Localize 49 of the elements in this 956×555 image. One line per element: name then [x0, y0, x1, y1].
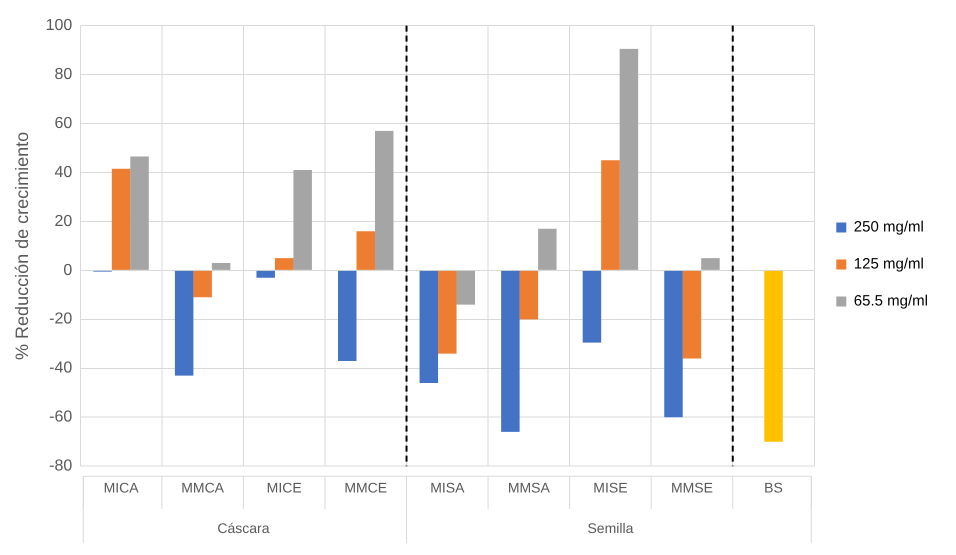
bar	[174, 270, 194, 376]
legend-label: 65.5 mg/ml	[854, 292, 928, 310]
bar	[193, 270, 212, 298]
bar	[293, 170, 312, 270]
y-tick-label: 80	[54, 66, 72, 83]
y-tick-label: 40	[54, 164, 72, 181]
bar	[520, 270, 538, 320]
x-tick-label: MMSE	[670, 479, 713, 496]
bar	[256, 270, 275, 278]
y-axis-title: % Reducción de crecimiento	[12, 132, 32, 360]
bar	[420, 270, 438, 383]
x-tick-label: MMCE	[344, 479, 388, 496]
bar	[682, 270, 702, 358]
bar	[620, 48, 638, 270]
x-tick-label: MISA	[430, 479, 466, 496]
y-tick-label: 0	[63, 262, 72, 279]
bar	[212, 263, 230, 270]
bar	[764, 270, 783, 442]
bar	[601, 160, 620, 270]
bar	[338, 270, 356, 361]
x-tick-label: MICE	[266, 479, 302, 496]
x-tick-label: MISE	[593, 479, 628, 496]
x-tick-label: MICA	[104, 479, 140, 496]
bar	[538, 228, 557, 270]
bar	[130, 156, 149, 270]
bar	[582, 270, 602, 343]
bar	[701, 258, 720, 270]
bar	[112, 168, 130, 270]
y-tick-label: -80	[49, 458, 72, 475]
bar	[374, 130, 394, 270]
x-tick-label: BS	[764, 479, 783, 496]
y-tick-label: -40	[49, 360, 72, 377]
x-tick-label: MMSA	[508, 479, 551, 496]
bar	[274, 258, 294, 270]
text: Semilla	[587, 520, 634, 536]
y-tick-label: -60	[49, 408, 72, 426]
bar	[501, 270, 520, 432]
bar	[664, 270, 683, 418]
legend-label: 125 mg/ml	[854, 256, 924, 273]
bar	[356, 231, 375, 270]
text: Cáscara	[217, 520, 270, 536]
y-tick-label: 60	[54, 114, 72, 132]
x-tick-label: MMCA	[181, 479, 225, 496]
bar	[456, 270, 476, 305]
y-tick-label: 100	[46, 17, 72, 34]
y-tick-label: -20	[49, 310, 72, 328]
legend-label: 250 mg/ml	[854, 218, 924, 236]
y-tick-label: 20	[54, 212, 72, 230]
bar	[438, 270, 457, 354]
